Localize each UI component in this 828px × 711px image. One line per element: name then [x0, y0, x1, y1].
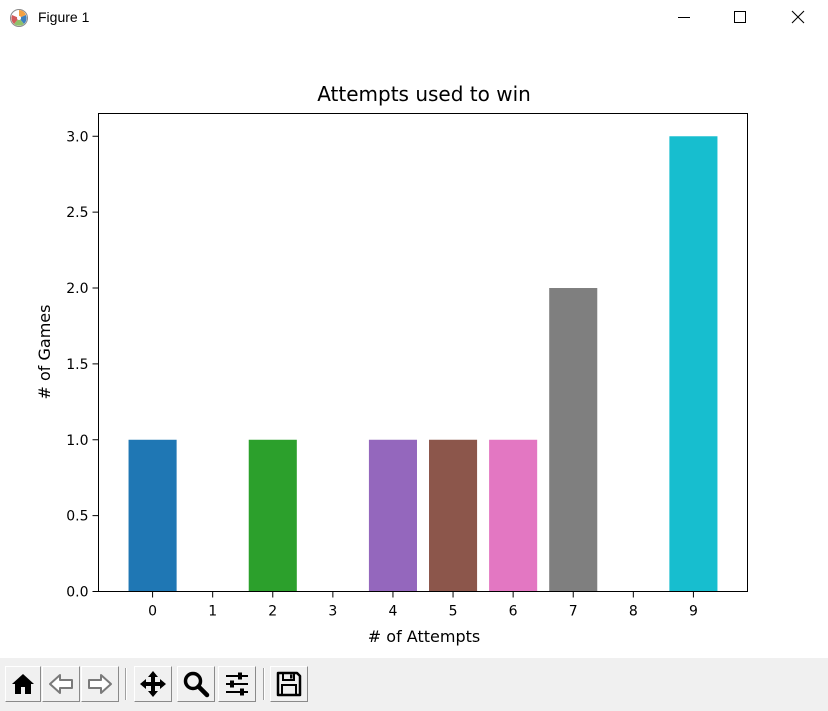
y-tick-label: 0.0	[66, 585, 88, 601]
bar-5	[429, 439, 478, 592]
bar-chart: Attempts used to win 0.0 0.5 1.0 1.5 2.0 2.5 3…	[35, 82, 748, 646]
window-titlebar: Figure 1	[0, 0, 828, 36]
arrow-right-icon	[88, 674, 112, 694]
minimize-button[interactable]	[656, 0, 712, 34]
bar-0	[128, 439, 177, 592]
x-tick-label: 8	[629, 604, 638, 620]
close-icon	[791, 10, 805, 24]
y-tick-label: 1.0	[66, 433, 88, 449]
x-axis-label: # of Attempts	[368, 627, 480, 646]
matplotlib-figure-icon	[10, 9, 28, 27]
bar-7	[549, 288, 598, 592]
window-title: Figure 1	[38, 9, 90, 25]
x-axis-ticks: 0 1 2 3 4 5 6 7 8 9	[148, 591, 698, 620]
toolbar-separator	[125, 668, 127, 700]
y-tick-label: 2.0	[66, 281, 88, 297]
forward-button[interactable]	[81, 666, 119, 702]
magnifier-icon	[183, 671, 210, 698]
y-tick-label: 3.0	[66, 129, 88, 145]
bars-layer	[128, 136, 718, 592]
navigation-toolbar	[0, 658, 828, 711]
chart-title: Attempts used to win	[317, 82, 531, 106]
y-tick-label: 1.5	[66, 357, 88, 373]
y-tick-label: 2.5	[66, 205, 88, 221]
y-tick-label: 0.5	[66, 509, 88, 525]
x-tick-label: 1	[208, 604, 217, 620]
bar-2	[248, 439, 297, 592]
y-axis-label: # of Games	[35, 305, 54, 400]
bar-9	[669, 136, 718, 592]
x-tick-label: 7	[569, 604, 578, 620]
home-button[interactable]	[5, 666, 41, 702]
bar-4	[368, 439, 417, 592]
axes-frame	[98, 113, 748, 592]
toolbar-separator	[263, 668, 265, 700]
x-tick-label: 0	[148, 604, 157, 620]
maximize-icon	[734, 11, 746, 23]
figure-canvas[interactable]: Attempts used to win 0.0 0.5 1.0 1.5 2.0 2.5 3…	[0, 36, 828, 658]
bar-6	[489, 439, 538, 592]
back-button[interactable]	[42, 666, 80, 702]
x-tick-label: 2	[268, 604, 277, 620]
x-tick-label: 6	[509, 604, 518, 620]
x-tick-label: 5	[449, 604, 458, 620]
y-axis-ticks: 0.0 0.5 1.0 1.5 2.0 2.5 3.0	[66, 129, 99, 601]
x-tick-label: 4	[388, 604, 397, 620]
zoom-button[interactable]	[177, 666, 215, 702]
pan-button[interactable]	[134, 666, 172, 702]
configure-subplots-button[interactable]	[218, 666, 256, 702]
close-button[interactable]	[770, 0, 826, 34]
arrow-left-icon	[49, 674, 73, 694]
x-tick-label: 3	[328, 604, 337, 620]
move-arrows-icon	[140, 671, 166, 697]
x-tick-label: 9	[689, 604, 698, 620]
sliders-icon	[226, 672, 248, 696]
home-icon	[12, 674, 34, 694]
minimize-icon	[678, 17, 690, 18]
save-button[interactable]	[270, 666, 308, 702]
maximize-button[interactable]	[712, 0, 768, 34]
floppy-disk-icon	[276, 671, 302, 697]
